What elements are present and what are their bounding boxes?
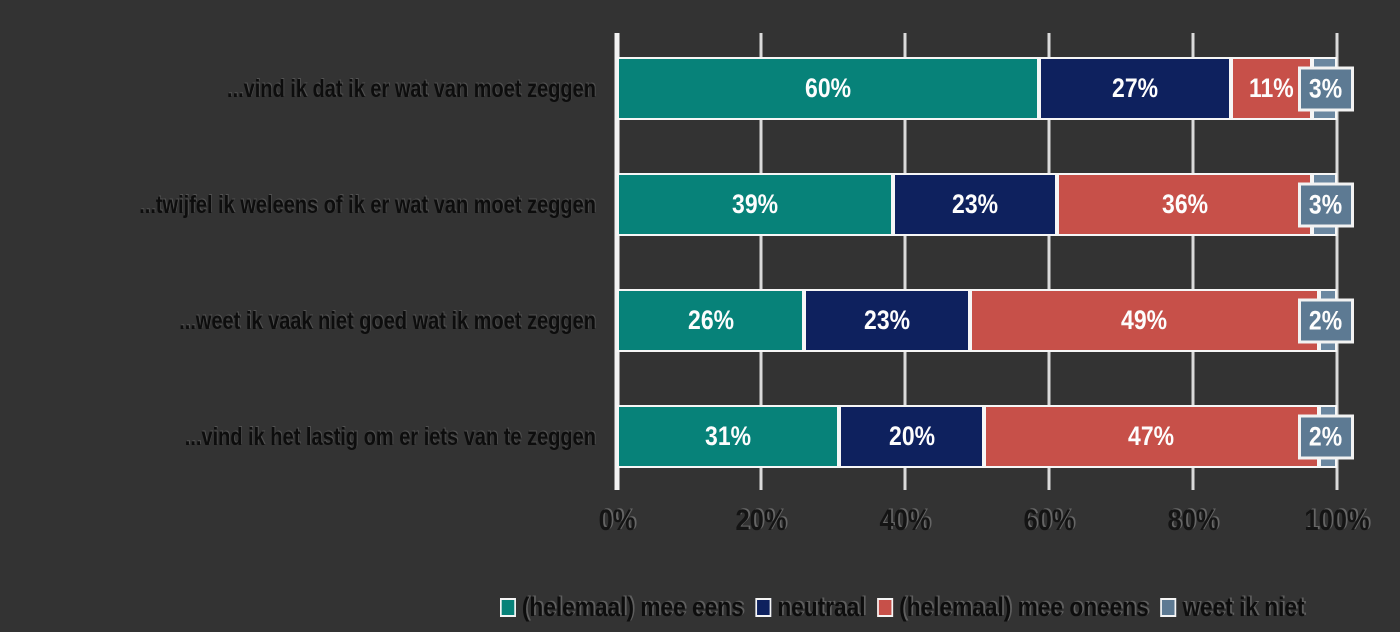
bar-value-label: 20% [888,421,935,451]
legend-item: (helemaal) mee eens [500,590,744,624]
x-tick-label: 20% [735,504,787,537]
bar-segment: 23% [892,173,1058,236]
bar-segment: 36% [1057,173,1313,236]
callout-value-label: 2% [1309,421,1343,451]
gridline [759,33,763,490]
callout-value-label: 3% [1309,73,1343,103]
data-label-box: 3% [1298,182,1354,227]
legend-item: neutraal [755,590,866,624]
legend-item: (helemaal) mee oneens [877,590,1149,624]
bar-segment: 60% [617,57,1040,120]
bar-segment: 27% [1039,57,1232,120]
category-label: ...weet ik vaak niet goed wat ik moet ze… [179,306,597,335]
bar-segment: 23% [804,289,970,352]
bar-row: 60% 27% 11% 3% [617,57,1354,120]
x-tick-label: 60% [1023,504,1075,537]
bar-segment: 26% [617,289,805,352]
plot-area: 60% 27% 11% 3% 39% 23% 36% 3% 26% 23% 49% 2% 31% 20% 4… [614,33,1354,490]
legend-label: neutraal [777,592,866,622]
legend-swatch [755,597,772,617]
y-axis-line [614,33,620,490]
bar-value-label: 23% [952,189,998,219]
bar-value-label: 49% [1121,305,1168,335]
bar-row: 39% 23% 36% 3% [617,173,1354,236]
bar-segment: 39% [617,173,893,236]
bar-value-label: 23% [864,305,910,335]
legend-label: (helemaal) mee oneens [899,592,1149,622]
gridline [903,33,907,490]
x-tick-label: 0% [598,504,636,537]
legend-label: (helemaal) mee eens [521,592,744,622]
legend-swatch [877,597,894,617]
bar-segment: 47% [984,405,1319,468]
legend: (helemaal) mee eens neutraal (helemaal) me… [500,590,1305,624]
bar-row: 31% 20% 47% 2% [617,405,1354,468]
gridline [1047,33,1051,490]
category-label: ...twijfel ik weleens of ik er wat van m… [139,190,596,219]
bar-value-label: 36% [1161,189,1208,219]
bar-value-label: 27% [1112,73,1159,103]
bar-segment: 20% [839,405,985,468]
bar-value-label: 60% [805,73,852,103]
x-tick-label: 100% [1304,504,1370,537]
data-label-box: 2% [1298,414,1354,459]
category-label: ...vind ik het lastig om er iets van te … [184,422,596,451]
legend-swatch [500,597,516,617]
data-label-box: 2% [1298,298,1354,343]
bar-row: 26% 23% 49% 2% [617,289,1354,352]
x-tick-label: 80% [1167,504,1219,537]
category-label: ...vind ik dat ik er wat van moet zeggen [227,74,596,103]
gridline [1335,33,1339,490]
legend-swatch [1160,597,1177,617]
bar-segment: 31% [617,405,840,468]
data-label-box: 3% [1298,66,1354,111]
legend-item: weet ik niet [1160,590,1305,624]
callout-value-label: 3% [1309,189,1343,219]
bar-value-label: 26% [687,305,734,335]
bar-value-label: 11% [1249,73,1295,103]
bar-value-label: 39% [731,189,778,219]
x-tick-label: 40% [879,504,931,537]
callout-value-label: 2% [1309,305,1343,335]
legend-label: weet ik niet [1182,592,1305,622]
bar-value-label: 31% [705,421,752,451]
bar-value-label: 47% [1128,421,1175,451]
bar-segment: 49% [969,289,1319,352]
gridline [1191,33,1195,490]
